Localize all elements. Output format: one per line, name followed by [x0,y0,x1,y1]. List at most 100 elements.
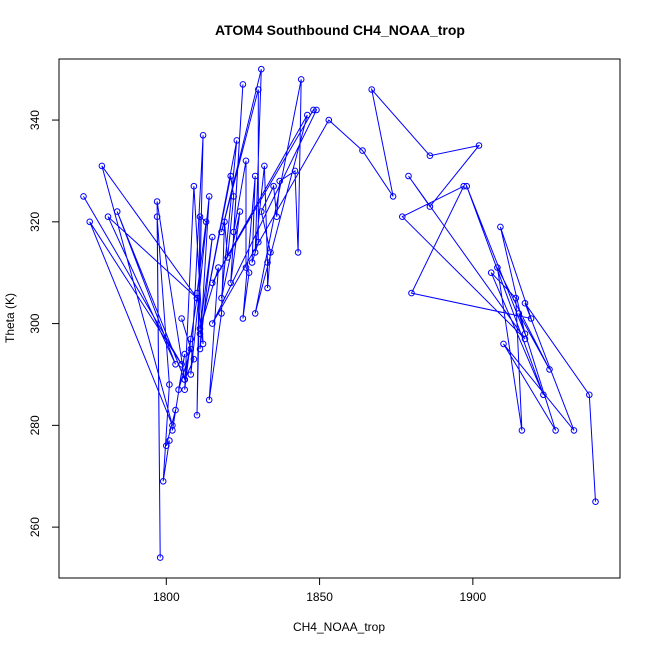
data-point [187,371,195,378]
data-point [236,208,244,215]
data-point [181,376,188,383]
data-point [313,106,320,114]
data-point [304,111,311,119]
x-axis-label: CH4_NOAA_trop [293,620,385,634]
data-point [190,182,198,190]
data-point [98,162,106,170]
data-point [270,182,277,190]
data-point [196,330,204,338]
data-point [276,177,284,185]
data-point [242,157,250,165]
data-point [209,279,216,287]
data-point [224,254,231,261]
data-point [487,269,495,277]
data-point [113,208,121,215]
data-point [552,427,559,434]
data-point [172,406,179,414]
data-point [196,345,204,353]
data-point [169,427,176,434]
series-points [80,65,599,561]
data-point [227,279,234,287]
data-point [230,193,237,200]
data-point [205,396,213,404]
data-point [310,106,317,114]
data-point [518,427,526,434]
data-point [359,147,366,154]
data-point [592,498,599,506]
data-point [230,228,237,236]
data-point [166,437,173,444]
data-point [178,361,185,368]
data-point [325,116,333,124]
data-point [172,361,179,368]
data-point [521,330,529,338]
data-point [463,182,471,190]
data-point [196,213,204,220]
y-axis-label: Theta (K) [3,293,17,343]
chart-title: ATOM4 Southbound CH4_NOAA_trop [215,22,465,38]
data-point [153,198,161,205]
data-point [181,350,188,358]
data-point [86,218,93,226]
y-tick-label: 300 [28,313,42,333]
data-point [294,249,302,256]
data-point [368,86,376,93]
data-point [248,259,256,266]
data-point [104,213,112,220]
data-point [267,249,274,256]
y-tick-label: 260 [28,517,42,537]
data-point [193,289,201,297]
data-point [163,442,170,450]
data-point [251,172,259,180]
y-tick-label: 320 [28,211,42,231]
data-point [169,422,176,429]
data-point [193,411,201,419]
data-point [199,132,207,139]
data-point [426,152,434,159]
data-point [233,137,241,144]
data-point [389,193,397,200]
data-point [199,340,207,348]
data-point [202,218,210,226]
data-point [166,381,173,388]
data-point [254,238,262,246]
data-point [546,366,553,373]
data-point [254,86,262,93]
data-point [218,294,225,302]
data-point [205,193,213,200]
data-point [512,294,520,302]
data-point [291,167,299,175]
data-point [264,259,271,266]
data-point [258,65,265,73]
data-point [460,182,468,190]
data-point [227,172,234,180]
data-point [497,223,504,231]
data-point [258,208,265,215]
data-point [540,391,547,399]
data-point [521,299,529,307]
data-point [399,213,406,220]
data-point [570,427,578,434]
data-point [218,310,225,317]
data-point [261,162,268,170]
data-point [159,478,167,485]
x-tick-label: 1900 [460,590,487,604]
series-line [83,69,596,558]
data-point [190,355,198,363]
x-axis: 1800 1850 1900 [153,578,487,604]
x-tick-label: 1800 [153,590,180,604]
data-point [500,340,507,348]
data-point [80,193,87,200]
data-point [297,76,305,83]
data-point [153,213,161,220]
data-point [408,289,415,297]
data-point [426,203,434,210]
data-point [475,142,483,149]
plot-frame [58,58,621,579]
data-point [515,310,523,317]
data-point [494,264,501,271]
data-point [218,228,225,236]
data-point [215,264,222,271]
x-tick-label: 1850 [306,590,333,604]
